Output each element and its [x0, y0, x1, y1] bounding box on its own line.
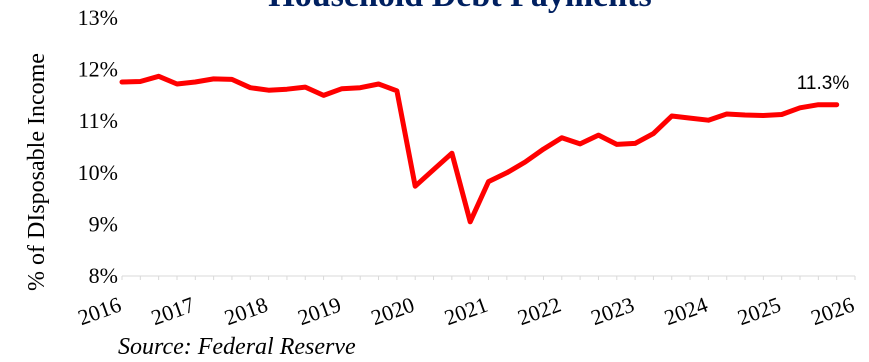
y-tick-label: 10% [78, 160, 118, 185]
x-axis: 2016 2017 2018 2019 2020 2021 2022 2023 2024 2025… [74, 275, 857, 331]
y-tick-label: 11% [78, 108, 118, 133]
y-tick-label: 13% [78, 5, 118, 30]
x-tick-label: 2019 [294, 292, 344, 331]
y-axis-ticks: 8% 9% 10% 11% 12% 13% [78, 5, 118, 288]
x-tick-label: 2017 [148, 292, 198, 331]
last-value-annotation: 11.3% [797, 73, 850, 94]
source-note: Source: Federal Reserve [118, 334, 356, 360]
y-tick-label: 8% [89, 263, 118, 288]
x-tick-label: 2025 [734, 292, 784, 331]
y-tick-label: 12% [78, 57, 118, 82]
y-axis-label: % of DIsposable Income [24, 53, 50, 291]
x-tick-label: 2024 [661, 292, 711, 331]
x-tick-label: 2023 [588, 292, 638, 331]
x-tick-label: 2022 [514, 292, 564, 331]
chart-title: Household Debt Payments [268, 0, 651, 14]
x-tick-label: 2018 [221, 292, 271, 331]
x-tick-label: 2020 [368, 292, 418, 331]
x-tick-label: 2021 [441, 292, 491, 331]
series-group [119, 73, 840, 225]
x-tick-label: 2026 [807, 292, 857, 331]
y-tick-label: 9% [89, 211, 118, 236]
series-line [119, 73, 840, 225]
x-tick-label: 2016 [74, 292, 124, 331]
